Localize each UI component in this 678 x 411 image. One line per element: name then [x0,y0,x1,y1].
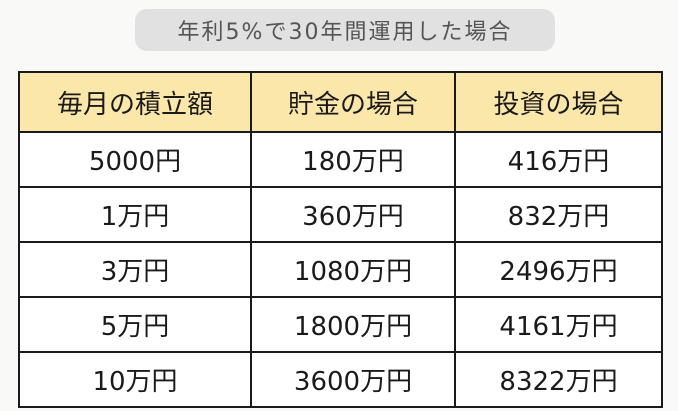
header-savings-case: 貯金の場合 [250,71,456,133]
monthly-amount-cell: 5000円 [18,131,252,188]
savings-cell: 1080万円 [250,241,456,298]
table-row: 5000円 180万円 416万円 [18,131,663,188]
table-row: 1万円 360万円 832万円 [18,186,663,243]
savings-cell: 1800万円 [250,296,456,353]
savings-cell: 3600万円 [250,351,456,408]
investment-cell: 4161万円 [454,296,663,353]
investment-cell: 8322万円 [454,351,663,408]
page-title: 年利5%で30年間運用した場合 [135,9,555,51]
comparison-table: 毎月の積立額 貯金の場合 投資の場合 5000円 180万円 416万円 1万円… [18,71,663,408]
header-monthly-amount: 毎月の積立額 [18,71,252,133]
table-row: 10万円 3600万円 8322万円 [18,351,663,408]
monthly-amount-cell: 5万円 [18,296,252,353]
investment-cell: 2496万円 [454,241,663,298]
monthly-amount-cell: 10万円 [18,351,252,408]
header-investment-case: 投資の場合 [454,71,663,133]
monthly-amount-cell: 1万円 [18,186,252,243]
table-row: 5万円 1800万円 4161万円 [18,296,663,353]
savings-cell: 180万円 [250,131,456,188]
table-row: 3万円 1080万円 2496万円 [18,241,663,298]
header-row: 毎月の積立額 貯金の場合 投資の場合 [18,71,663,133]
savings-cell: 360万円 [250,186,456,243]
investment-cell: 832万円 [454,186,663,243]
monthly-amount-cell: 3万円 [18,241,252,298]
investment-cell: 416万円 [454,131,663,188]
